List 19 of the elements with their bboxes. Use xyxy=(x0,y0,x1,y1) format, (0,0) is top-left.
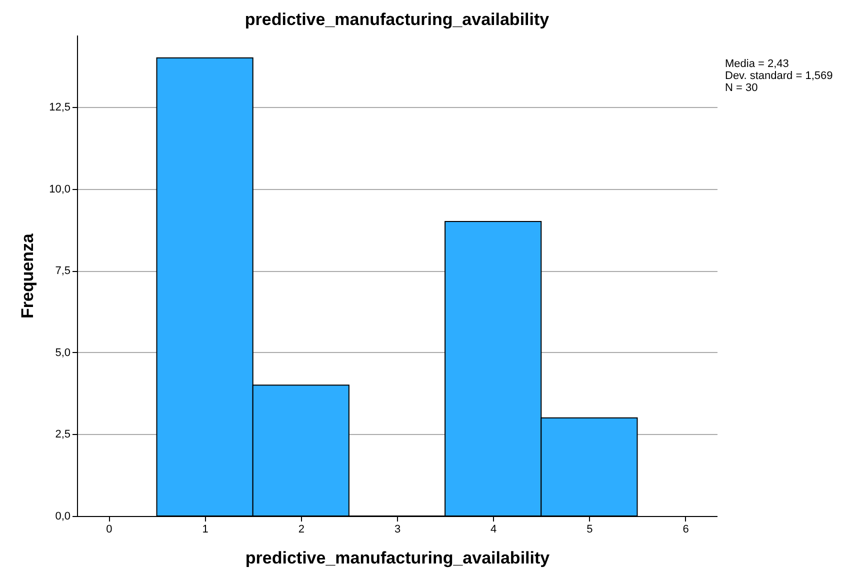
y-axis-title: Frequenza xyxy=(18,232,38,319)
y-tick-label: 2,5 xyxy=(55,428,70,441)
x-tick-label: 0 xyxy=(106,524,112,536)
text: Media = 2,43 xyxy=(725,58,789,70)
x-tick-label: 2 xyxy=(298,524,304,536)
y-tick-label: 5,0 xyxy=(55,346,70,359)
text: Dev. standard = 1,569 xyxy=(725,70,833,82)
x-tick-label: 3 xyxy=(394,524,401,536)
x-tick-label: 6 xyxy=(682,524,689,536)
x-tick-label: 4 xyxy=(490,524,497,536)
chart-title: predictive_manufacturing_availability xyxy=(244,10,550,29)
y-tick-label: 0,0 xyxy=(55,510,70,522)
x-tick-label: 1 xyxy=(202,524,208,536)
text: N = 30 xyxy=(725,82,758,94)
y-tick-label: 7,5 xyxy=(55,265,70,278)
y-tick-label: 12,5 xyxy=(49,101,70,114)
y-tick-label: 10,0 xyxy=(49,183,70,196)
x-tick-label: 5 xyxy=(586,524,593,536)
x-axis-title: predictive_manufacturing_availability xyxy=(245,548,550,568)
